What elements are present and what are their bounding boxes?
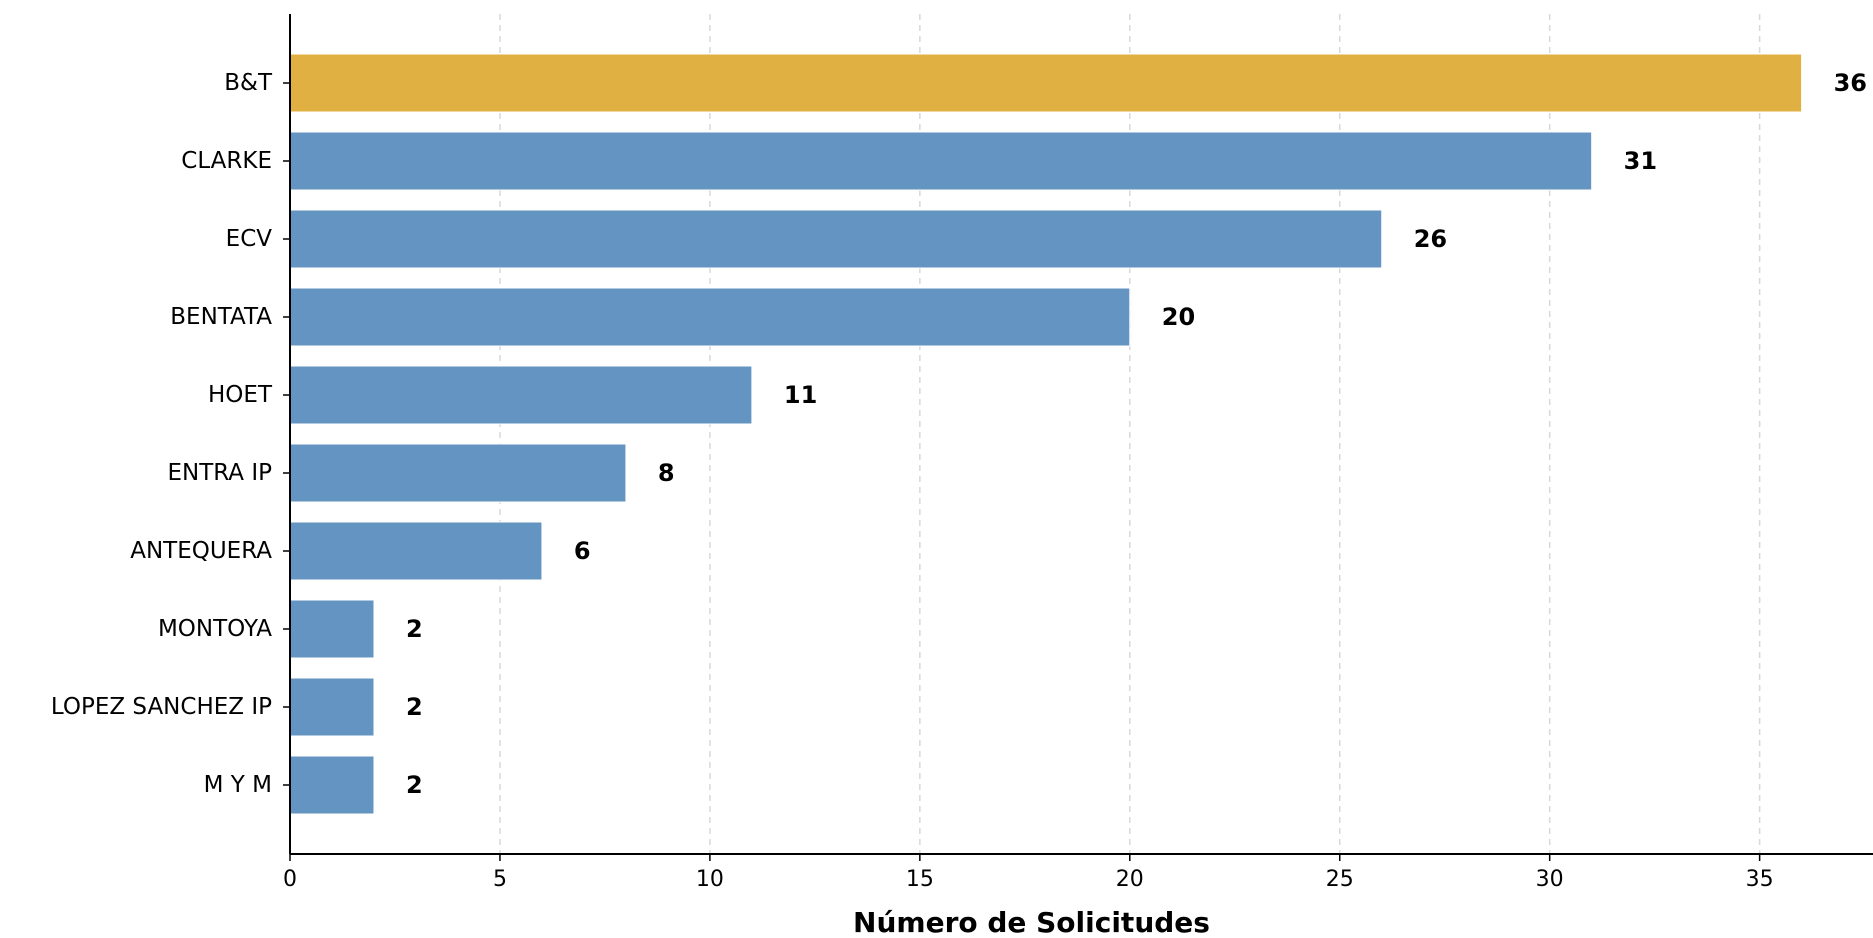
data-label: 36 [1834,69,1867,97]
bar [289,599,375,659]
category-label: MONTOYA [158,616,272,642]
value-labels: 36 31 26 20 11 8 6 2 2 2 [406,69,1867,799]
category-label: ECV [226,226,273,252]
x-tick-label: 25 [1326,867,1354,892]
bar [289,677,375,737]
x-tick-label: 5 [493,867,507,892]
x-ticks: 0 5 10 15 20 25 30 35 [283,854,1774,892]
bar [289,755,375,815]
data-label: 6 [574,537,591,565]
category-label: M Y M [204,772,272,798]
data-label: 20 [1162,303,1195,331]
data-label: 8 [658,459,675,487]
data-label: 26 [1414,225,1447,253]
grid-lines [499,14,1761,854]
data-label: 2 [406,771,423,799]
bar [289,131,1593,191]
x-tick-label: 15 [906,867,934,892]
bar [289,209,1383,269]
bars [289,53,1803,815]
category-label: HOET [208,382,273,408]
bar [289,365,753,425]
category-labels: B&T CLARKE ECV BENTATA HOET ENTRA IP ANTEQUERA… [51,70,290,798]
x-tick-label: 30 [1536,867,1564,892]
bar [289,521,543,581]
data-label: 31 [1624,147,1657,175]
category-label: CLARKE [181,148,272,174]
x-tick-label: 10 [696,867,724,892]
bar [289,443,627,503]
category-label: ANTEQUERA [130,538,272,564]
data-label: 11 [784,381,817,409]
category-label: ENTRA IP [167,460,272,486]
category-label: LOPEZ SANCHEZ IP [51,694,272,720]
data-label: 2 [406,693,423,721]
x-tick-label: 35 [1746,867,1774,892]
x-tick-label: 0 [283,867,297,892]
bar [289,53,1803,113]
x-tick-label: 20 [1116,867,1144,892]
category-label: B&T [224,70,273,96]
data-label: 2 [406,615,423,643]
bar [289,287,1131,347]
x-axis-title: Número de Solicitudes [853,906,1210,938]
category-label: BENTATA [170,304,272,330]
axes [289,14,1873,855]
